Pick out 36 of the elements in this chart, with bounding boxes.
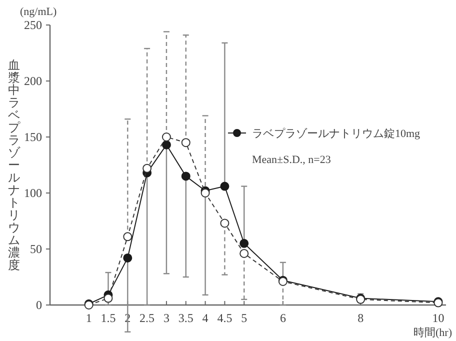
x-tick-label: 2.5 <box>140 311 155 325</box>
point <box>240 238 249 248</box>
point <box>123 232 132 242</box>
x-tick-label: 6 <box>280 311 286 325</box>
point <box>162 132 171 142</box>
legend: ラベプラゾールナトリウム錠10mg <box>228 128 420 140</box>
point <box>123 253 132 262</box>
point <box>142 164 152 173</box>
x-tick-label: 4 <box>202 311 208 325</box>
point <box>104 294 113 303</box>
point <box>162 140 171 150</box>
x-tick-label: 3.5 <box>178 311 194 325</box>
x-axis-title: 時間(hr) <box>414 326 452 339</box>
point <box>181 138 190 148</box>
point <box>181 172 190 181</box>
x-tick-label: 4.5 <box>217 311 232 325</box>
y-tick-label: 0 <box>36 298 42 312</box>
x-tick-label: 5 <box>241 311 248 325</box>
x-tick-label: 8 <box>358 311 364 325</box>
y-tick-label: 200 <box>24 74 42 88</box>
point <box>220 218 230 228</box>
text: (ng/mL) <box>20 6 57 18</box>
x-tick-label: 1 <box>86 311 92 325</box>
point <box>200 188 210 198</box>
point <box>220 182 230 191</box>
point <box>240 248 249 258</box>
annotation: Mean±S.D., n=23 <box>252 154 332 166</box>
y-tick-label: 150 <box>24 130 42 144</box>
y-axis-title: 血漿中ラベプラゾールナトリウム濃度 <box>8 58 20 272</box>
x-tick-label: 1.5 <box>100 311 116 325</box>
x-tick-label: 3 <box>163 311 170 325</box>
legend-label: ラベプラゾールナトリウム錠10mg <box>252 127 421 140</box>
x-tick-label: 10 <box>432 311 444 325</box>
y-tick-label: 100 <box>24 186 42 200</box>
y-tick-label: 250 <box>24 18 42 32</box>
y-tick-label: 50 <box>30 242 42 256</box>
